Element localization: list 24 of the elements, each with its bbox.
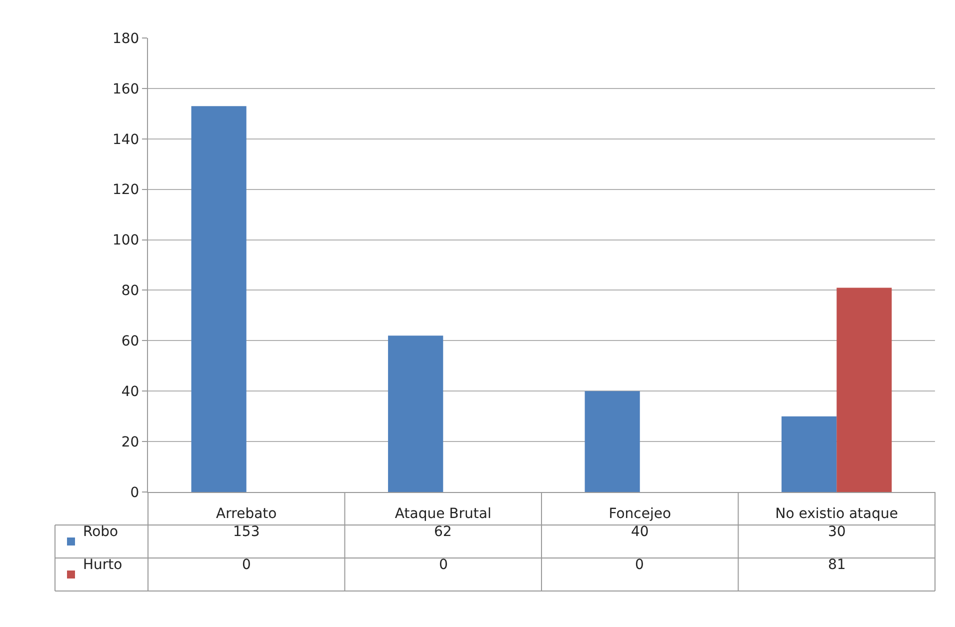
- data-label: 40: [631, 524, 649, 540]
- y-tick-label: 160: [112, 81, 140, 98]
- data-label: 153: [233, 524, 260, 540]
- y-tick-label: 100: [112, 232, 140, 249]
- data-label: 81: [828, 557, 846, 573]
- data-label: 0: [242, 557, 251, 573]
- y-tick-label: 80: [121, 283, 140, 300]
- y-tick-label: 0: [130, 484, 140, 501]
- x-tick-label: No existio ataque: [775, 506, 898, 522]
- y-tick-label: 120: [112, 182, 140, 198]
- y-tick-label: 180: [112, 30, 140, 47]
- x-tick-label: Arrebato: [216, 506, 277, 522]
- data-label: 62: [434, 524, 452, 540]
- y-tick-label: 60: [121, 334, 140, 350]
- x-tick-label: Foncejeo: [608, 506, 672, 522]
- data-label: 0: [439, 557, 448, 573]
- data-label: 30: [828, 524, 846, 540]
- y-tick-label: 140: [112, 132, 140, 148]
- legend-label: Robo: [83, 524, 118, 540]
- x-tick-label: Ataque Brutal: [394, 506, 492, 522]
- y-tick-label: 20: [121, 434, 140, 450]
- legend-label: Hurto: [83, 557, 122, 573]
- y-tick-label: 40: [121, 384, 140, 400]
- data-label: 0: [635, 557, 644, 573]
